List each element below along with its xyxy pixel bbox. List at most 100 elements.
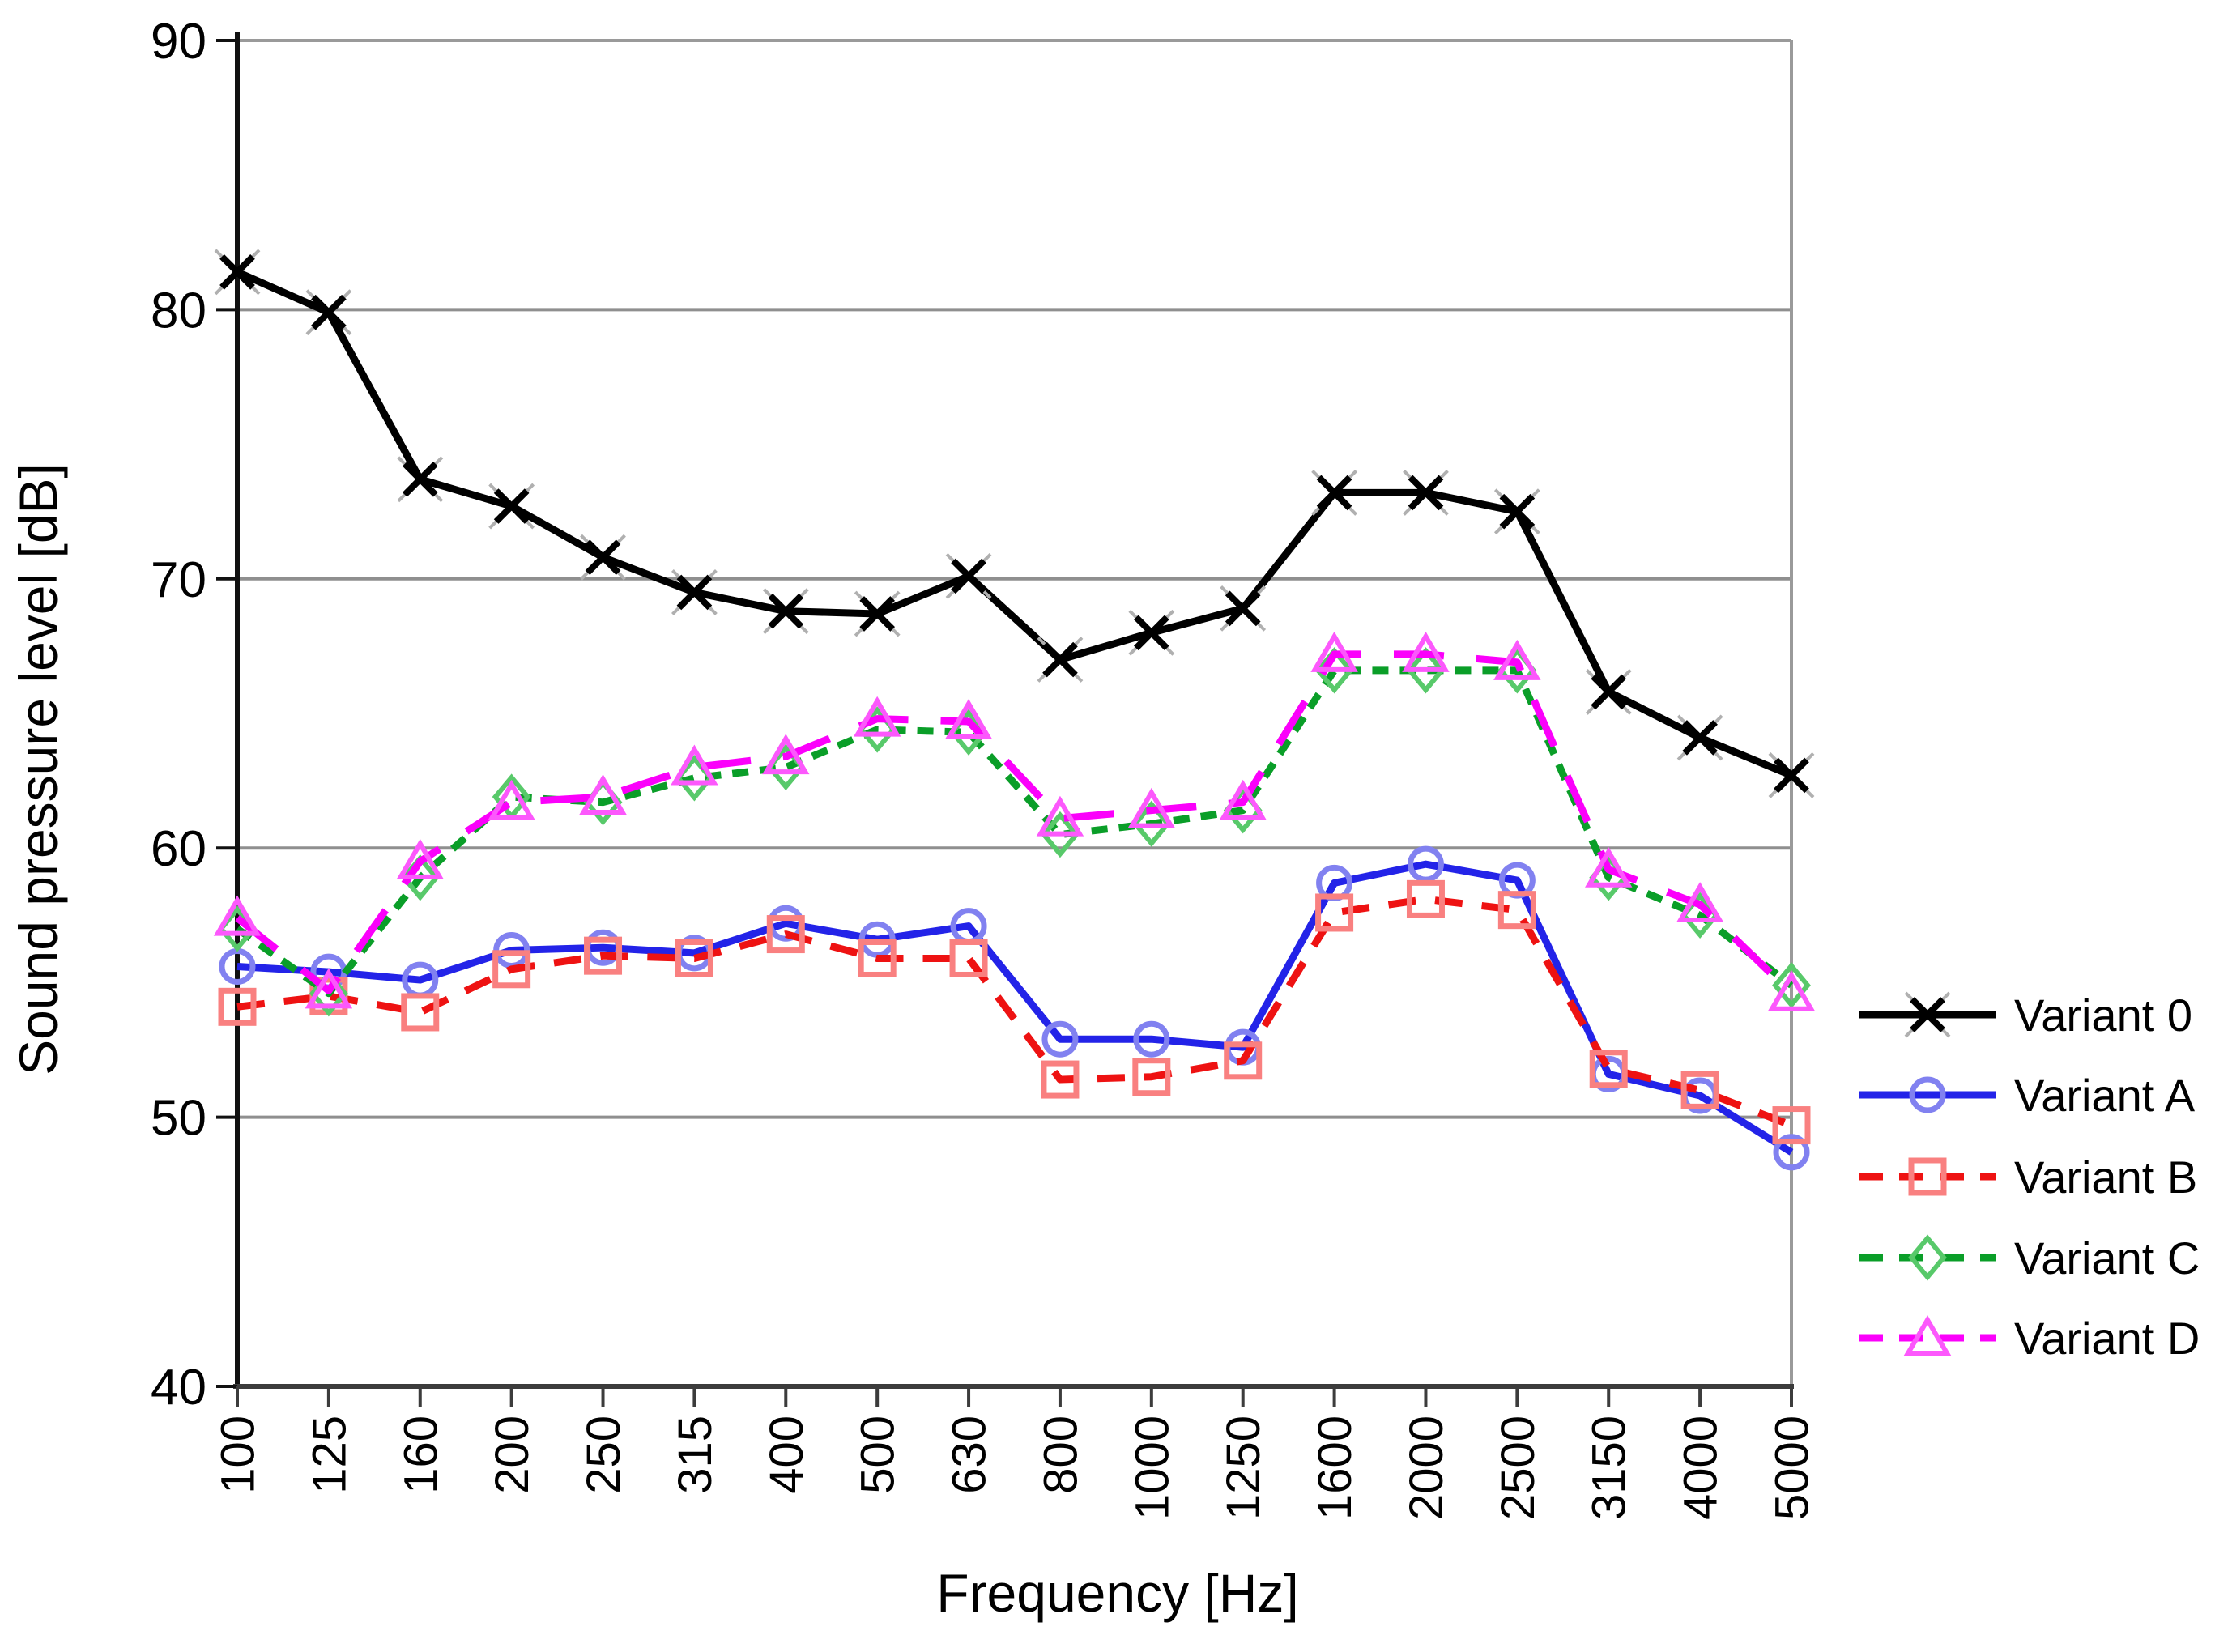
x-tick-label: 315 xyxy=(669,1416,722,1494)
y-tick-label: 40 xyxy=(151,1360,207,1416)
square-marker-icon xyxy=(492,950,531,989)
square-marker-icon xyxy=(1132,1058,1171,1096)
circle-marker-icon xyxy=(1773,1134,1810,1171)
circle-marker-icon xyxy=(1909,1076,1946,1113)
x-tick-label: 3150 xyxy=(1583,1416,1636,1520)
x-marker-icon xyxy=(1042,641,1078,678)
square-marker-icon xyxy=(1497,891,1536,930)
square-marker-icon xyxy=(584,936,623,975)
x-marker-icon xyxy=(768,593,804,629)
square-marker-icon xyxy=(766,915,805,954)
square-marker-icon xyxy=(1224,1041,1263,1080)
x-marker-icon xyxy=(1316,475,1352,511)
y-tick-label: 90 xyxy=(151,14,207,70)
x-marker-icon xyxy=(585,539,621,576)
x-marker-icon xyxy=(1910,997,1945,1032)
square-marker-icon xyxy=(401,993,440,1032)
square-marker-icon xyxy=(1406,879,1445,918)
legend-label: Variant C xyxy=(2014,1233,2200,1284)
x-marker-icon xyxy=(1499,493,1536,530)
triangle-marker-icon xyxy=(853,696,901,737)
x-marker-icon xyxy=(1682,720,1718,756)
triangle-marker-icon xyxy=(1127,787,1176,828)
triangle-marker-icon xyxy=(671,744,718,786)
x-tick-label: 160 xyxy=(394,1416,447,1494)
diamond-marker-icon xyxy=(1314,647,1354,694)
triangle-marker-icon xyxy=(579,774,627,815)
diamond-marker-icon xyxy=(1406,647,1446,694)
square-marker-icon xyxy=(675,939,713,977)
x-tick-label: 1000 xyxy=(1126,1416,1178,1520)
x-tick-label: 1250 xyxy=(1217,1416,1270,1520)
x-marker-icon xyxy=(951,558,986,594)
x-tick-label: 250 xyxy=(577,1416,630,1494)
triangle-marker-icon xyxy=(1402,631,1450,672)
square-marker-icon xyxy=(218,987,257,1026)
x-tick-label: 500 xyxy=(852,1416,905,1494)
square-marker-icon xyxy=(1908,1157,1947,1196)
x-marker-icon xyxy=(1774,757,1809,794)
x-axis-title: Frequency [Hz] xyxy=(936,1563,1299,1623)
diamond-marker-icon xyxy=(1772,962,1811,1009)
x-tick-label: 1600 xyxy=(1309,1416,1361,1520)
x-tick-label: 400 xyxy=(760,1416,813,1494)
legend-label: Variant 0 xyxy=(2014,990,2192,1041)
square-marker-icon xyxy=(1315,893,1354,932)
legend-label: Variant A xyxy=(2014,1070,2196,1121)
triangle-marker-icon xyxy=(305,968,353,1009)
x-marker-icon xyxy=(1133,615,1169,651)
triangle-marker-icon xyxy=(1676,882,1724,922)
square-marker-icon xyxy=(949,939,988,977)
square-marker-icon xyxy=(1772,1106,1811,1145)
x-marker-icon xyxy=(1408,475,1444,511)
square-marker-icon xyxy=(1680,1071,1719,1109)
series-line-variant-b xyxy=(236,895,1793,1129)
series-line-variant-a xyxy=(236,860,1794,1156)
x-tick-label: 5000 xyxy=(1766,1416,1819,1520)
triangle-marker-icon xyxy=(1767,970,1816,1011)
legend-label: Variant B xyxy=(2014,1152,2197,1203)
x-marker-icon xyxy=(311,294,347,330)
triangle-marker-icon xyxy=(396,838,444,879)
square-marker-icon xyxy=(858,939,897,977)
triangle-marker-icon xyxy=(1219,779,1267,820)
y-tick-label: 70 xyxy=(151,552,207,608)
triangle-marker-icon xyxy=(1493,639,1541,680)
legend-label: Variant D xyxy=(2014,1313,2200,1364)
x-tick-label: 800 xyxy=(1034,1416,1087,1494)
triangle-marker-icon xyxy=(1310,631,1358,672)
x-marker-icon xyxy=(1225,590,1261,627)
y-tick-label: 80 xyxy=(151,283,207,338)
square-marker-icon xyxy=(1589,1050,1628,1088)
x-tick-label: 200 xyxy=(486,1416,539,1494)
series-line-variant-d xyxy=(235,650,1795,996)
circle-marker-icon xyxy=(1041,1020,1079,1058)
triangle-marker-icon xyxy=(213,895,262,936)
x-marker-icon xyxy=(859,596,896,632)
x-marker-icon xyxy=(219,254,255,290)
y-axis-title: Sound pressure level [dB] xyxy=(8,463,68,1075)
triangle-marker-icon xyxy=(1036,795,1084,837)
diamond-marker-icon xyxy=(1908,1234,1947,1281)
x-tick-label: 630 xyxy=(944,1416,996,1494)
circle-marker-icon xyxy=(1407,845,1444,883)
x-tick-label: 2000 xyxy=(1400,1416,1453,1520)
x-tick-label: 100 xyxy=(212,1416,265,1494)
triangle-marker-icon xyxy=(1903,1315,1952,1356)
diamond-marker-icon xyxy=(1041,811,1080,858)
diamond-marker-icon xyxy=(1131,800,1171,847)
square-marker-icon xyxy=(1041,1060,1080,1099)
x-tick-label: 2500 xyxy=(1492,1416,1544,1520)
x-marker-icon xyxy=(1591,674,1627,710)
y-tick-label: 50 xyxy=(151,1091,207,1147)
x-marker-icon xyxy=(493,488,530,524)
series-line-variant-0 xyxy=(236,268,1793,779)
circle-marker-icon xyxy=(1133,1020,1170,1058)
triangle-marker-icon xyxy=(762,734,810,775)
triangle-marker-icon xyxy=(1585,846,1633,888)
x-marker-icon xyxy=(402,461,438,497)
x-tick-label: 125 xyxy=(303,1416,356,1494)
